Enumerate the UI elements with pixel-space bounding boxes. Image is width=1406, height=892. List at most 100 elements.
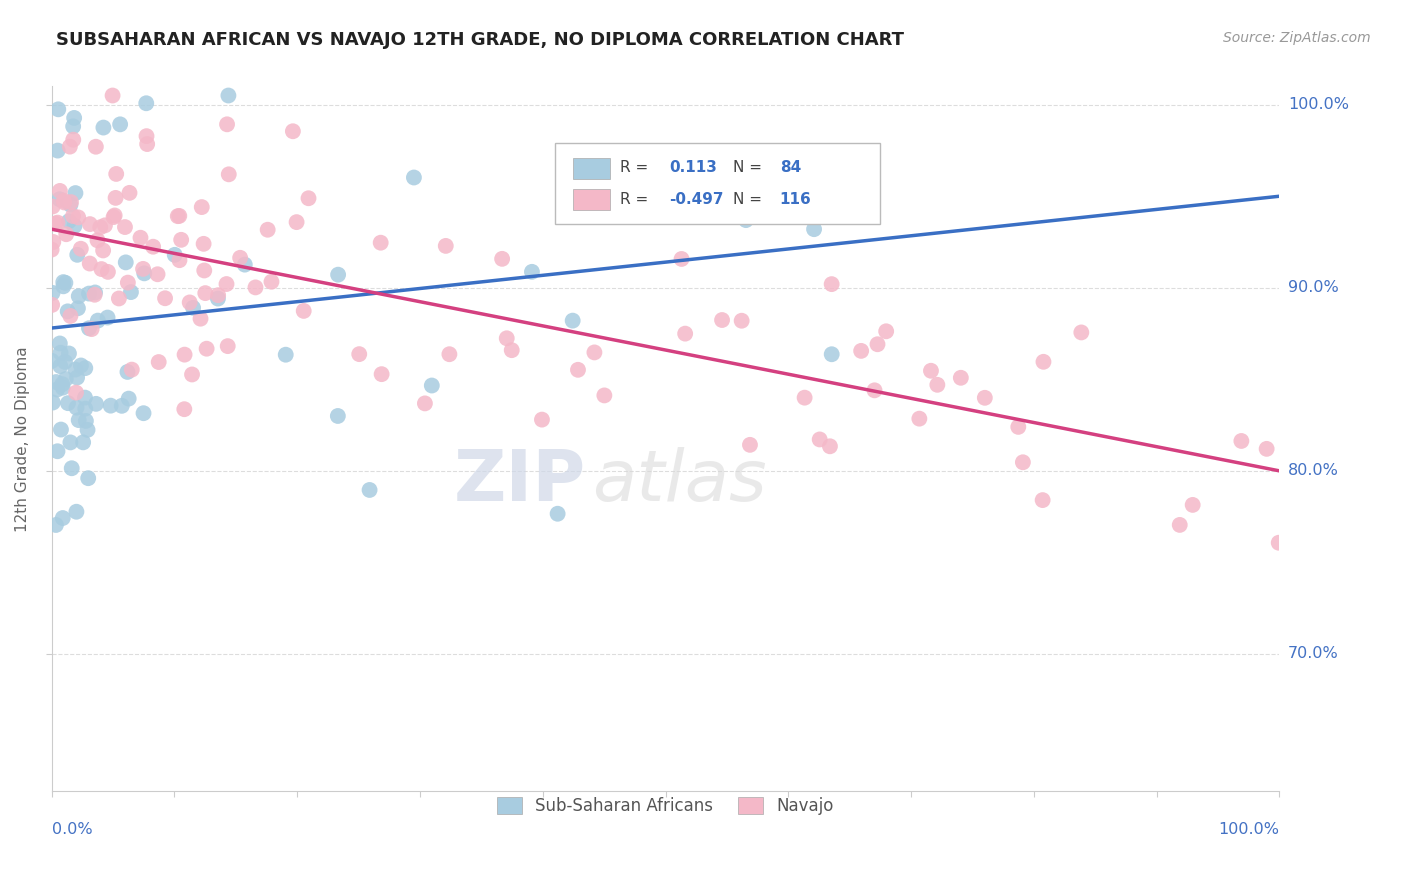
- Point: [65, 186, 87, 200]
- Point: [166, 209, 188, 223]
- Text: atlas: atlas: [592, 447, 766, 516]
- Point: [59, 309, 82, 323]
- Point: [46, 383, 69, 397]
- Point: [281, 124, 304, 138]
- Point: [59, 198, 82, 212]
- Point: [920, 364, 942, 378]
- Point: [72, 435, 94, 450]
- Point: [65, 505, 87, 519]
- Point: [62, 120, 84, 134]
- Point: [60, 461, 83, 475]
- Text: 100.0%: 100.0%: [1288, 97, 1348, 112]
- Text: Source: ZipAtlas.com: Source: ZipAtlas.com: [1223, 31, 1371, 45]
- Point: [114, 220, 136, 235]
- Point: [108, 117, 131, 131]
- Point: [1267, 535, 1289, 549]
- Point: [132, 406, 155, 420]
- Point: [91, 244, 114, 258]
- Point: [62, 209, 84, 223]
- Point: [44, 217, 66, 231]
- Point: [181, 368, 204, 382]
- Point: [118, 186, 141, 200]
- Point: [83, 287, 105, 301]
- FancyBboxPatch shape: [555, 143, 880, 224]
- Point: [62, 133, 84, 147]
- Point: [75, 414, 97, 428]
- Point: [413, 396, 436, 410]
- Point: [73, 391, 96, 405]
- Point: [108, 292, 131, 306]
- Point: [256, 223, 278, 237]
- Point: [146, 267, 169, 281]
- Point: [207, 288, 229, 302]
- Point: [347, 347, 370, 361]
- Point: [66, 370, 89, 384]
- Point: [135, 129, 157, 144]
- Point: [520, 265, 543, 279]
- Point: [52, 511, 75, 525]
- Point: [41, 298, 63, 312]
- Point: [193, 263, 215, 277]
- Point: [233, 258, 256, 272]
- Point: [56, 396, 79, 410]
- Point: [77, 321, 100, 335]
- Point: [163, 248, 186, 262]
- Point: [173, 348, 195, 362]
- Text: 80.0%: 80.0%: [1288, 463, 1339, 478]
- Point: [55, 276, 77, 290]
- Point: [229, 251, 252, 265]
- Point: [86, 233, 108, 247]
- Point: [67, 289, 90, 303]
- Point: [218, 167, 240, 181]
- Point: [193, 236, 215, 251]
- Point: [803, 222, 825, 236]
- Point: [79, 217, 101, 231]
- Point: [292, 304, 315, 318]
- Point: [793, 391, 815, 405]
- Point: [42, 235, 65, 249]
- Point: [132, 261, 155, 276]
- Point: [41, 199, 63, 213]
- Point: [136, 137, 159, 152]
- Point: [65, 385, 87, 400]
- Point: [59, 435, 82, 450]
- Point: [173, 402, 195, 417]
- Point: [875, 324, 897, 338]
- Point: [49, 184, 72, 198]
- Point: [97, 310, 120, 325]
- Point: [49, 423, 72, 437]
- Point: [593, 388, 616, 402]
- Point: [41, 354, 63, 368]
- Point: [117, 365, 139, 379]
- Text: 70.0%: 70.0%: [1288, 647, 1339, 662]
- Point: [104, 191, 127, 205]
- Text: 0.0%: 0.0%: [52, 822, 93, 837]
- Point: [439, 347, 461, 361]
- Point: [866, 337, 889, 351]
- Point: [49, 336, 72, 351]
- Point: [654, 207, 676, 221]
- Point: [52, 279, 75, 293]
- Point: [77, 286, 100, 301]
- Point: [103, 210, 125, 224]
- Point: [63, 219, 86, 233]
- Point: [297, 191, 319, 205]
- Point: [207, 292, 229, 306]
- Point: [1181, 498, 1204, 512]
- Text: 116: 116: [780, 192, 811, 207]
- Point: [45, 375, 67, 389]
- Point: [46, 103, 69, 117]
- Point: [1256, 442, 1278, 456]
- Point: [142, 240, 165, 254]
- Point: [41, 285, 63, 300]
- Text: ZIP: ZIP: [454, 447, 586, 516]
- Point: [561, 313, 583, 327]
- Point: [89, 220, 111, 235]
- Point: [65, 401, 87, 415]
- Point: [48, 192, 70, 206]
- Point: [114, 255, 136, 269]
- Point: [215, 277, 238, 291]
- Point: [738, 438, 761, 452]
- Text: N =: N =: [733, 160, 762, 175]
- Point: [260, 275, 283, 289]
